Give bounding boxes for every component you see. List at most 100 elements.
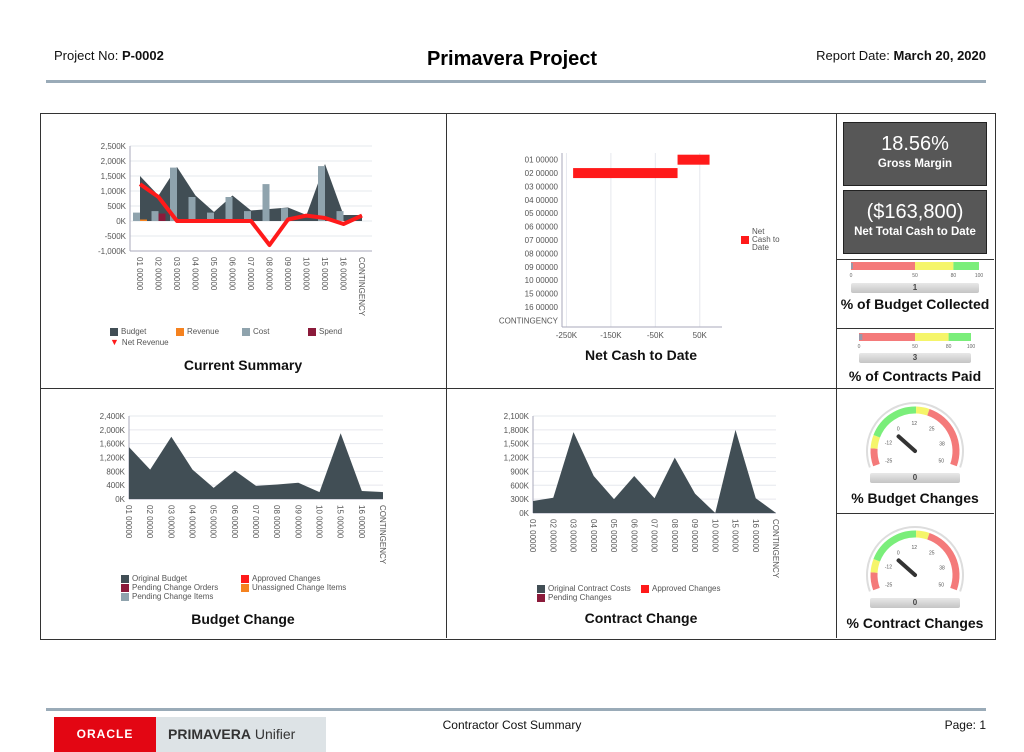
bar-cost bbox=[336, 211, 344, 221]
contract-change-title: Contract Change bbox=[584, 610, 698, 626]
y-tick-label: 2,100K bbox=[504, 412, 530, 421]
gauge-tick-label: 38 bbox=[939, 442, 945, 448]
gauge-rim bbox=[866, 402, 964, 468]
gauge-band bbox=[870, 559, 881, 573]
gauge-needle bbox=[896, 558, 917, 577]
x-tick-label: 16 00000 bbox=[751, 519, 760, 553]
gauge-tick-label: 100 bbox=[975, 273, 984, 279]
triangle-down-icon: ▼ bbox=[110, 337, 119, 347]
bar-cost bbox=[262, 184, 270, 221]
bar-cost bbox=[318, 166, 325, 221]
kpi-label: Net Total Cash to Date bbox=[854, 226, 976, 238]
gauge-band bbox=[870, 572, 880, 591]
gauge-band bbox=[927, 408, 960, 467]
x-tick-label: 06 00000 bbox=[230, 505, 239, 539]
report-name: Contractor Cost Summary bbox=[442, 718, 582, 732]
y-tick-label: CONTINGENCY bbox=[499, 316, 559, 325]
x-tick-label: 10 00000 bbox=[302, 257, 311, 291]
y-tick-label: 1,200K bbox=[504, 454, 530, 463]
gauge-band bbox=[915, 406, 930, 416]
divider bbox=[836, 328, 994, 329]
project-label: Project No: bbox=[54, 48, 119, 63]
y-tick-label: 09 00000 bbox=[525, 263, 559, 272]
x-tick-label: 06 00000 bbox=[629, 519, 638, 553]
y-tick-label: 05 00000 bbox=[525, 209, 559, 218]
x-tick-label: 16 00000 bbox=[339, 257, 348, 291]
gauge-tick-label: 0 bbox=[858, 344, 861, 350]
area-original-budget bbox=[129, 433, 383, 499]
y-tick-label: 2,400K bbox=[100, 412, 126, 421]
y-tick-label: 300K bbox=[510, 495, 529, 504]
gauge-tick-label: 0 bbox=[897, 551, 900, 557]
legend-spend: Spend bbox=[308, 327, 368, 336]
gauge-tick-label: -12 bbox=[885, 440, 892, 446]
bar-cost bbox=[170, 167, 177, 221]
legend-pending-change-orders: Pending Change Orders bbox=[121, 583, 241, 592]
bar-cost bbox=[281, 208, 288, 221]
current-summary-legend: Budget Revenue Cost Spend ▼ Net Revenue bbox=[110, 327, 350, 347]
y-tick-label: 1,500K bbox=[504, 440, 530, 449]
y-tick-label: 1,500K bbox=[101, 172, 127, 181]
x-tick-label: 08 00000 bbox=[670, 519, 679, 553]
gauge-band bbox=[915, 333, 949, 341]
x-tick-label: 02 00000 bbox=[154, 257, 163, 291]
bar-revenue bbox=[140, 219, 147, 221]
y-tick-label: 16 00000 bbox=[525, 303, 559, 312]
dashboard-frame bbox=[40, 113, 996, 640]
kpi-value: ($163,800) bbox=[866, 201, 964, 223]
gauge-tick-label: -25 bbox=[885, 459, 892, 465]
x-tick-label: 50K bbox=[693, 331, 708, 340]
x-tick-label: 08 00000 bbox=[265, 257, 274, 291]
x-tick-label: 01 00000 bbox=[124, 505, 133, 539]
y-tick-label: 800K bbox=[106, 467, 125, 476]
kpi-label: Gross Margin bbox=[877, 158, 953, 170]
x-tick-label: -50K bbox=[647, 331, 665, 340]
x-tick-label: 15 00000 bbox=[320, 257, 329, 291]
gauge-band bbox=[915, 262, 954, 270]
y-tick-label: 1,200K bbox=[100, 454, 126, 463]
line-net-revenue bbox=[138, 182, 363, 247]
divider bbox=[836, 259, 994, 260]
legend-pending-changes: Pending Changes bbox=[537, 593, 641, 602]
primavera-logo: PRIMAVERA Unifier bbox=[156, 717, 326, 752]
gauge-tick-label: -12 bbox=[885, 564, 892, 570]
y-tick-label: 08 00000 bbox=[525, 249, 559, 258]
divider bbox=[446, 113, 447, 638]
gauge-band bbox=[948, 333, 971, 341]
y-tick-label: 2,000K bbox=[100, 426, 126, 435]
gauge-tick-label: 25 bbox=[929, 427, 935, 433]
y-tick-label: 04 00000 bbox=[525, 196, 559, 205]
gauge-tick-label: 80 bbox=[951, 273, 957, 279]
gauge-band bbox=[915, 530, 930, 540]
y-tick-label: 2,500K bbox=[101, 142, 127, 151]
y-tick-label: 0K bbox=[115, 495, 125, 504]
footer-divider bbox=[46, 708, 986, 711]
x-tick-label: 16 00000 bbox=[357, 505, 366, 539]
legend-net-revenue: ▼ Net Revenue bbox=[110, 337, 169, 347]
x-tick-label: 01 00000 bbox=[135, 257, 144, 291]
x-tick-label: CONTINGENCY bbox=[378, 505, 387, 565]
legend-budget: Budget bbox=[110, 327, 176, 336]
gauge-tick-label: 50 bbox=[939, 583, 945, 589]
bar-cost bbox=[207, 212, 214, 221]
x-tick-label: 04 00000 bbox=[188, 505, 197, 539]
x-tick-label: 04 00000 bbox=[589, 519, 598, 553]
gauge-tick-label: 50 bbox=[939, 459, 945, 465]
gauge-band bbox=[851, 262, 915, 270]
report-date: Report Date: March 20, 2020 bbox=[816, 48, 986, 63]
x-tick-label: 04 00000 bbox=[191, 257, 200, 291]
gauge-tick-label: 100 bbox=[967, 344, 976, 350]
contracts-paid-value: 3 bbox=[859, 353, 971, 363]
bar-cost bbox=[244, 211, 251, 221]
gauge-tick-label: 12 bbox=[912, 421, 918, 427]
y-tick-label: 01 00000 bbox=[525, 156, 559, 165]
contracts-paid-title: % of Contracts Paid bbox=[848, 368, 982, 384]
bar-net-cash bbox=[573, 168, 678, 179]
page-number: Page: 1 bbox=[944, 718, 986, 732]
y-tick-label: 1,800K bbox=[504, 426, 530, 435]
y-tick-label: 10 00000 bbox=[525, 276, 559, 285]
legend-original-contract-costs: Original Contract Costs bbox=[537, 584, 641, 593]
x-tick-label: -250K bbox=[556, 331, 578, 340]
divider bbox=[836, 113, 837, 638]
